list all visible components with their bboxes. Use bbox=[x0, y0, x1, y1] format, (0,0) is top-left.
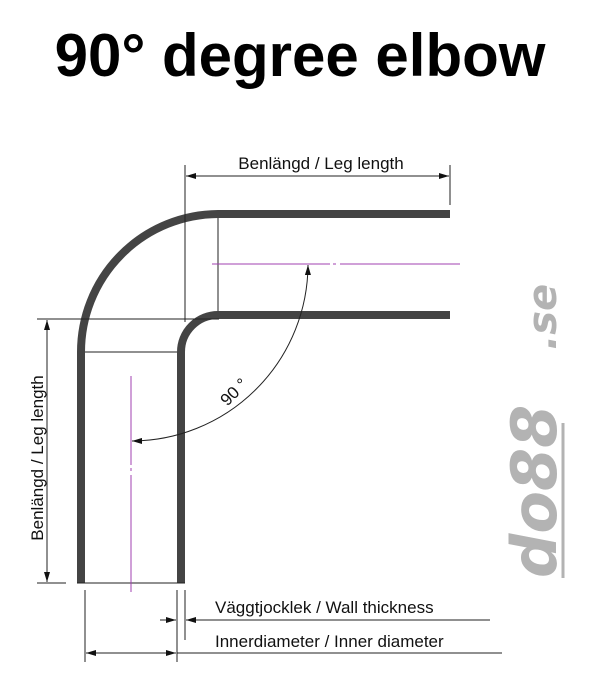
leg-length-left-label: Benlängd / Leg length bbox=[28, 375, 47, 540]
centerlines bbox=[130, 263, 460, 592]
leg-length-top-label: Benlängd / Leg length bbox=[238, 154, 403, 173]
elbow-tube bbox=[77, 210, 450, 583]
logo-suffix: .se bbox=[520, 284, 566, 350]
leg-length-top-dimension bbox=[184, 165, 451, 322]
inner-wall bbox=[177, 311, 450, 583]
inner-diameter-label: Innerdiameter / Inner diameter bbox=[215, 632, 444, 651]
angle-arc bbox=[131, 264, 311, 444]
tube-section-lines bbox=[77, 218, 219, 584]
logo-main: do88 bbox=[498, 405, 571, 578]
do88-logo: do88 .se bbox=[498, 284, 571, 578]
angle-label: 90 ° bbox=[217, 375, 252, 410]
wall-thickness-label: Väggtjocklek / Wall thickness bbox=[215, 598, 434, 617]
outer-wall bbox=[77, 210, 450, 583]
page-title: 90° degree elbow bbox=[55, 22, 546, 89]
leg-length-left-dimension bbox=[37, 318, 219, 584]
bottom-dimensions bbox=[84, 590, 502, 662]
